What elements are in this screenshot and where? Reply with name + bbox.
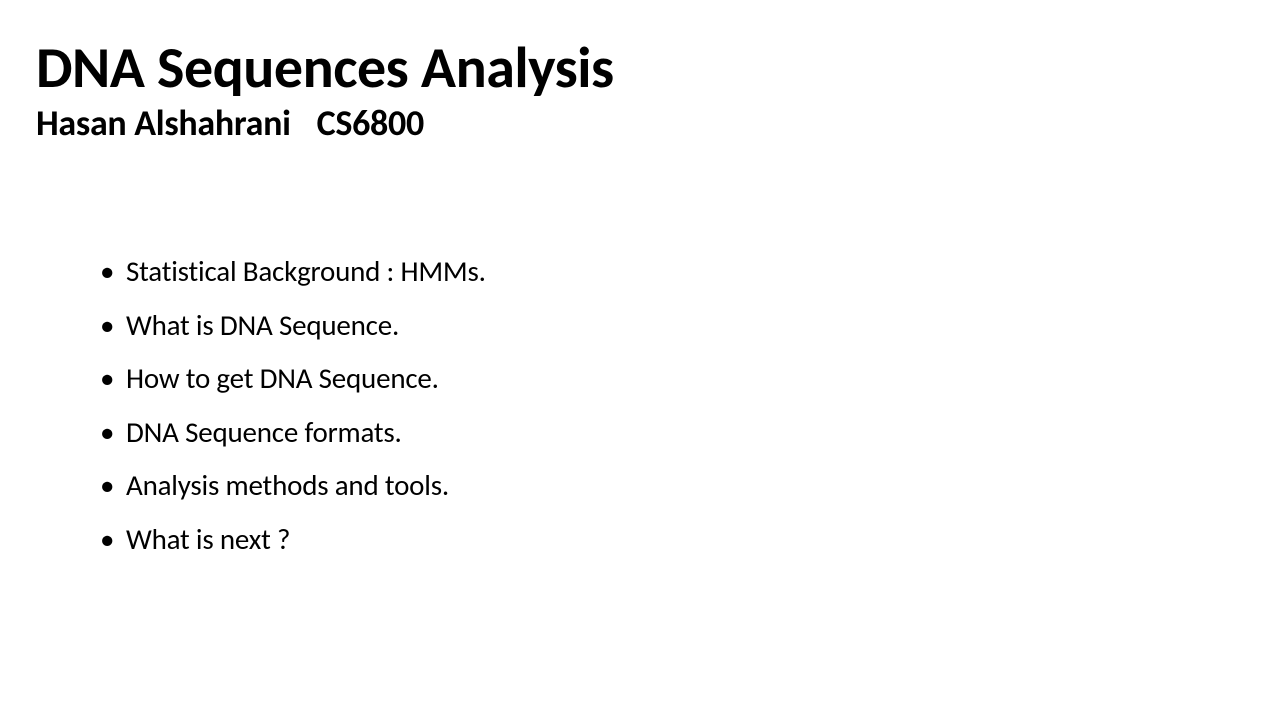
list-item: What is DNA Sequence. <box>96 299 1244 353</box>
list-item: What is next ? <box>96 513 1244 567</box>
slide-subtitle: Hasan Alshahrani CS6800 <box>36 101 1244 145</box>
slide-title: DNA Sequences Analysis <box>36 38 1244 99</box>
list-item: DNA Sequence formats. <box>96 406 1244 460</box>
list-item: How to get DNA Sequence. <box>96 352 1244 406</box>
presentation-slide: DNA Sequences Analysis Hasan Alshahrani C… <box>0 0 1280 720</box>
author-name: Hasan Alshahrani <box>36 101 291 145</box>
list-item: Analysis methods and tools. <box>96 459 1244 513</box>
bullet-list: Statistical Background : HMMs. What is D… <box>96 245 1244 567</box>
list-item: Statistical Background : HMMs. <box>96 245 1244 299</box>
course-code: CS6800 <box>317 101 424 145</box>
